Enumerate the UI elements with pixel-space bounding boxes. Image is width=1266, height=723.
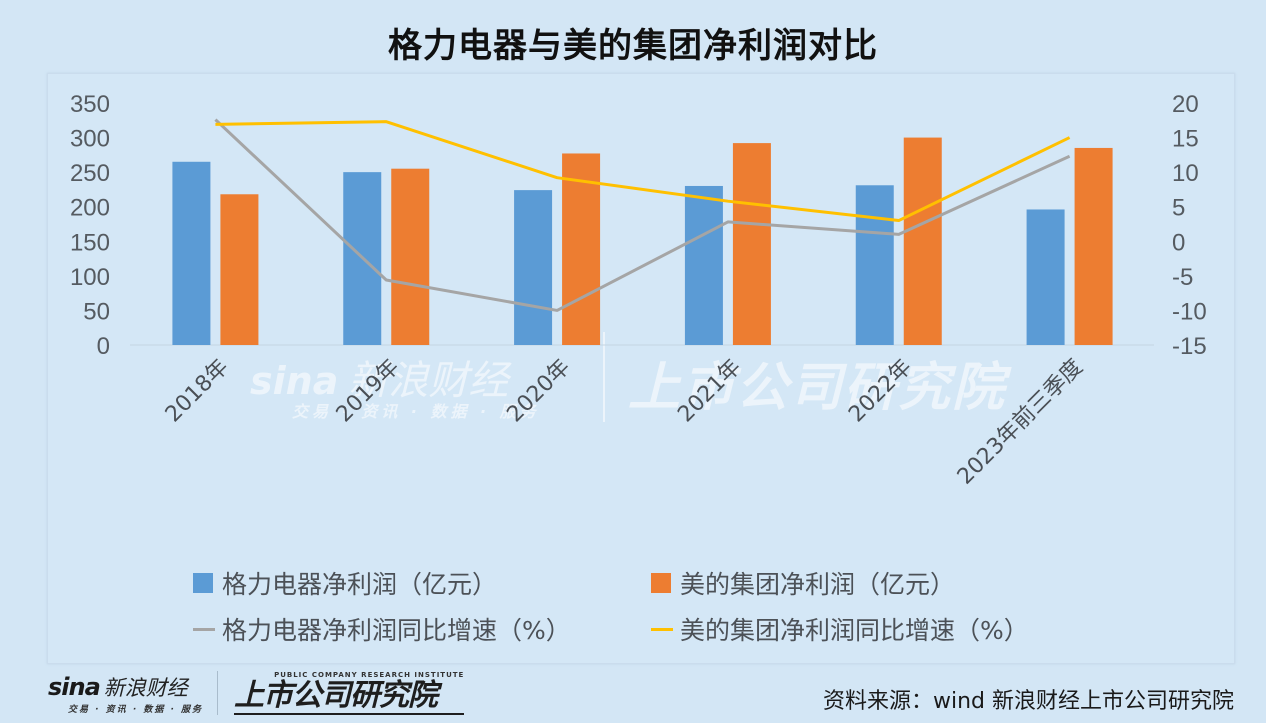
bar: [1026, 209, 1065, 345]
bar: [1074, 147, 1113, 345]
right-axis-tick: -5: [1172, 264, 1193, 291]
sina-eye-logo-icon: sina: [48, 672, 101, 701]
line-series: [214, 118, 1071, 312]
category-label: 2022年: [844, 355, 917, 428]
left-axis-tick: 250: [70, 160, 110, 187]
combo-chart: 0 50 100 150 200 250 300 350 -15 -10 -5 0 5 10 15 20 2…: [70, 91, 1207, 490]
bar: [220, 194, 259, 345]
bar: [855, 185, 894, 345]
left-axis-tick: 0: [97, 333, 110, 360]
right-axis-tick: 20: [1172, 91, 1199, 118]
category-label: 2023年前三季度: [953, 355, 1088, 490]
category-label: 2021年: [673, 355, 746, 428]
category-label: 2018年: [161, 355, 234, 428]
right-axis-tick: -15: [1172, 333, 1207, 360]
growth-line: [214, 118, 1071, 312]
right-axis-tick: 10: [1172, 160, 1199, 187]
legend: 格力电器净利润（亿元） 美的集团净利润（亿元） 格力电器净利润同比增速（%） 美…: [193, 560, 1093, 652]
legend-item-midea-growth: 美的集团净利润同比增速（%）: [651, 611, 1029, 647]
bar: [514, 190, 553, 345]
data-source-note: 资料来源：wind 新浪财经上市公司研究院: [822, 689, 1234, 714]
left-axis-tick: 150: [70, 229, 110, 256]
legend-item-midea-profit: 美的集团净利润（亿元）: [651, 565, 955, 601]
right-axis-tick: 5: [1172, 195, 1185, 222]
legend-swatch-blue-box: [193, 573, 213, 593]
category-label: 2020年: [502, 355, 575, 428]
growth-line: [215, 120, 1071, 223]
left-axis-tick: 300: [70, 126, 110, 153]
footer-divider: [217, 671, 219, 715]
legend-swatch-orange-box: [651, 573, 671, 593]
bar: [903, 137, 942, 345]
legend-swatch-yellow-line: [651, 627, 673, 631]
x-axis-categories: 2018年 2019年 2020年 2021年 2022年 2023年前三季度: [161, 355, 1088, 490]
left-axis-tick: 100: [70, 264, 110, 291]
legend-swatch-gray-line: [193, 627, 215, 631]
bar: [732, 143, 771, 345]
right-axis-tick: 0: [1172, 229, 1185, 256]
left-axis-tick: 350: [70, 91, 110, 118]
bar-series: [172, 137, 1113, 345]
legend-item-gree-growth: 格力电器净利润同比增速（%）: [193, 611, 651, 647]
right-y-axis: -15 -10 -5 0 5 10 15 20: [1172, 91, 1207, 360]
footer-logos: sina 新浪财经 交易 · 资讯 · 数据 · 服务 PUBLIC COMPA…: [48, 668, 465, 718]
category-label: 2019年: [332, 355, 405, 428]
sina-finance-logo: sina 新浪财经 交易 · 资讯 · 数据 · 服务: [48, 672, 204, 715]
bar: [172, 161, 211, 345]
bar: [562, 153, 601, 345]
bar: [684, 185, 723, 345]
left-axis-tick: 200: [70, 195, 110, 222]
chart-title: 格力电器与美的集团净利润对比: [388, 26, 878, 66]
research-institute-logo: PUBLIC COMPANY RESEARCH INSTITUTE 上市公司研究…: [234, 671, 465, 715]
left-y-axis: 0 50 100 150 200 250 300 350: [70, 91, 110, 360]
legend-item-gree-profit: 格力电器净利润（亿元）: [193, 565, 651, 601]
bar: [391, 168, 430, 345]
left-axis-tick: 50: [83, 298, 110, 325]
right-axis-tick: -10: [1172, 298, 1207, 325]
right-axis-tick: 15: [1172, 126, 1199, 153]
